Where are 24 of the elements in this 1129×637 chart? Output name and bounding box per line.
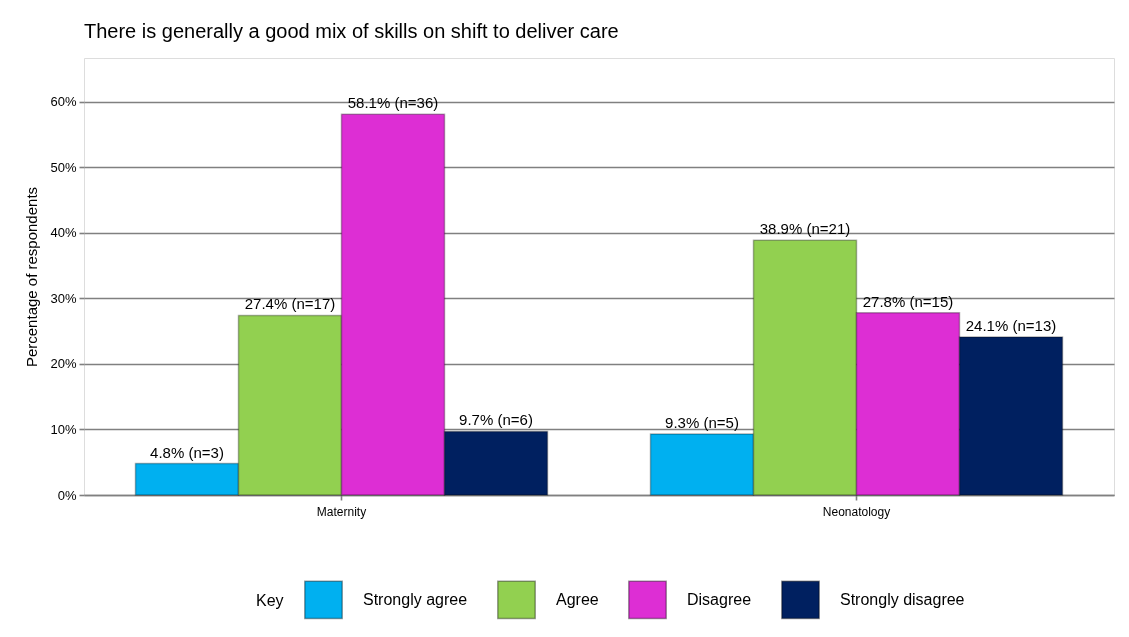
y-tick-label: 30%	[50, 290, 77, 306]
x-tick-label: Maternity	[316, 504, 367, 519]
y-tick-label: 40%	[50, 225, 77, 241]
data-label: 38.9% (n=21)	[759, 220, 851, 238]
data-label: 24.1% (n=13)	[965, 317, 1057, 335]
y-tick-label: 10%	[50, 421, 77, 437]
data-label: 58.1% (n=36)	[347, 94, 439, 112]
chart-title: There is generally a good mix of skills on shift to deliver care	[84, 20, 619, 42]
y-tick-label: 20%	[50, 356, 77, 372]
data-label: 9.3% (n=5)	[665, 414, 739, 432]
data-label: 27.4% (n=17)	[244, 295, 336, 313]
data-label: 27.8% (n=15)	[862, 292, 954, 310]
legend-label: Agree	[556, 590, 599, 608]
data-label: 9.7% (n=6)	[459, 411, 533, 429]
legend-title: Key	[256, 592, 284, 609]
data-label: 4.8% (n=3)	[150, 443, 224, 461]
legend-label: Strongly disagree	[840, 590, 965, 608]
legend-label: Strongly agree	[363, 590, 468, 608]
y-axis-title: Percentage of respondents	[23, 186, 41, 368]
legend-label: Disagree	[687, 590, 752, 608]
x-tick-label: Neonatology	[822, 504, 891, 519]
y-tick-label: 60%	[50, 94, 77, 110]
y-tick-label: 0%	[57, 487, 77, 503]
y-tick-label: 50%	[50, 159, 77, 175]
